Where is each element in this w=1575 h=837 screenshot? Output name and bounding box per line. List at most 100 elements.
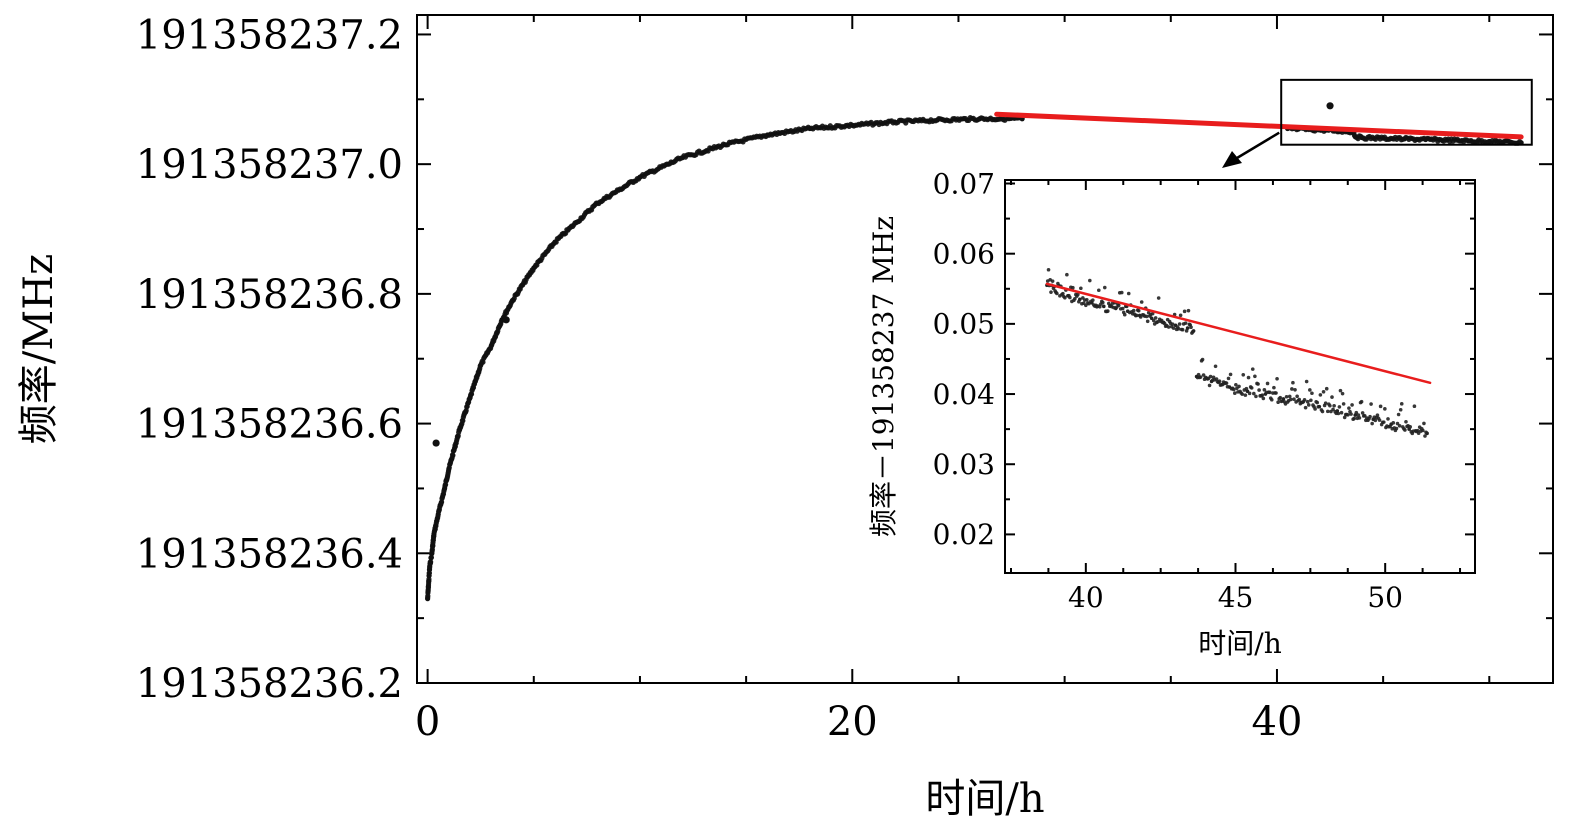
inset-data-point [1253, 374, 1257, 379]
y-tick-label: 191358236.4 [136, 531, 403, 577]
inset-x-tick-label: 45 [1218, 581, 1254, 614]
inset-data-point [1368, 414, 1372, 419]
inset-data-point [1378, 404, 1383, 409]
data-point [502, 316, 510, 324]
inset-data-point [1289, 397, 1293, 402]
inset-data-point [1136, 308, 1141, 313]
inset-data-point [1391, 421, 1396, 425]
inset-data-point [1139, 300, 1144, 304]
inset-data-point [1347, 406, 1351, 410]
inset-data-point [1049, 290, 1053, 294]
inset-data-point [1213, 364, 1218, 369]
inset-data-point [1302, 398, 1307, 402]
inset-data-point [1375, 413, 1380, 417]
inset-data-point [1166, 325, 1171, 329]
inset-data-point [1131, 308, 1136, 313]
inset-y-tick-label: 0.07 [933, 167, 995, 200]
inset-data-point [1076, 292, 1080, 297]
x-tick-label: 20 [827, 699, 878, 745]
inset-data-point [1354, 410, 1359, 415]
inset-data-point [1395, 421, 1400, 426]
series-1 [432, 316, 510, 447]
inset-y-tick-label: 0.03 [933, 448, 995, 481]
inset-data-point [1337, 405, 1342, 409]
inset-y-tick-label: 0.04 [933, 378, 995, 411]
inset-data-point [1065, 272, 1069, 277]
inset-data-point [1267, 390, 1272, 395]
inset-data-point [1352, 416, 1356, 421]
inset-data-point [1332, 403, 1336, 408]
inset-data-point [1085, 297, 1089, 302]
inset-data-point [1350, 403, 1354, 407]
inset-data-point [1261, 396, 1266, 401]
inset-series-0 [1045, 267, 1196, 335]
inset-data-point [1342, 415, 1347, 420]
inset-data-point [1349, 412, 1353, 416]
inset-data-point [1381, 420, 1386, 424]
inset-data-point [1396, 412, 1401, 417]
inset-data-point [1198, 375, 1203, 379]
inset-data-point [1150, 311, 1155, 316]
y-tick-label: 191358236.6 [136, 402, 403, 448]
inset-data-point [1189, 325, 1193, 330]
inset-data-point [1061, 291, 1065, 296]
series-0 [425, 114, 1025, 602]
inset-data-point [1200, 357, 1205, 362]
inset-data-point [1297, 397, 1302, 402]
inset-data-point [1328, 403, 1332, 408]
inset-data-point [1097, 288, 1101, 293]
x-tick-label: 40 [1252, 699, 1303, 745]
inset-data-point [1068, 295, 1072, 300]
inset-data-point [1201, 373, 1206, 377]
inset-data-point [1331, 407, 1335, 412]
inset-data-point [1291, 380, 1295, 385]
inset-data-point [1073, 296, 1077, 301]
inset-data-point [1050, 279, 1055, 283]
inset-data-point [1208, 374, 1213, 379]
inset-data-point [1088, 278, 1092, 283]
inset-data-point [1226, 376, 1231, 381]
inset-data-point [1421, 428, 1425, 433]
main-plot: 0 20 40 191358236.2 191358236.4 191358236.6 19… [16, 12, 1554, 822]
inset-data-point [1346, 413, 1350, 417]
y-axis-title: 频率/MHz [16, 254, 62, 444]
inset-x-tick-label: 40 [1068, 581, 1104, 614]
inset-data-point [1184, 329, 1189, 333]
data-point [428, 559, 434, 565]
inset-data-point [1116, 303, 1121, 308]
inset-data-point [1386, 417, 1390, 421]
inset-data-point [1265, 381, 1270, 386]
inset-plot-frame [1004, 179, 1476, 574]
inset-data-point [1295, 394, 1299, 399]
data-point [428, 554, 434, 561]
inset-data-point [1231, 387, 1236, 392]
y-tick-label: 191358236.8 [136, 272, 403, 318]
inset-data-point [1101, 304, 1106, 309]
inset-data-point [1356, 413, 1361, 417]
y-tick-label: 191358236.2 [136, 661, 403, 707]
inset-data-point [1383, 407, 1387, 411]
inset-data-point [1063, 295, 1067, 300]
inset-data-point [1360, 411, 1365, 415]
inset-data-point [1091, 298, 1095, 302]
inset-y-axis-title: 频率－191358237 MHz [867, 216, 900, 537]
inset-data-point [1233, 391, 1237, 396]
plot-frame [416, 14, 1554, 684]
inset-data-point [1119, 290, 1124, 295]
inset-data-point [1243, 393, 1248, 397]
inset-data-point [1425, 431, 1429, 436]
inset-data-point [1423, 434, 1427, 438]
inset-data-point [1412, 404, 1417, 409]
inset-data-point [1373, 418, 1378, 423]
inset-data-point [1228, 372, 1233, 377]
inset-data-point [1339, 410, 1344, 415]
inset-data-point [1278, 395, 1283, 400]
inset-data-point [1185, 326, 1190, 330]
inset-data-point [1234, 383, 1238, 387]
inset-data-point [1134, 313, 1139, 318]
inset-data-point [1292, 397, 1296, 401]
inset-data-point [1262, 388, 1267, 392]
inset-data-point [1183, 321, 1188, 325]
inset-series-1 [1194, 357, 1429, 438]
